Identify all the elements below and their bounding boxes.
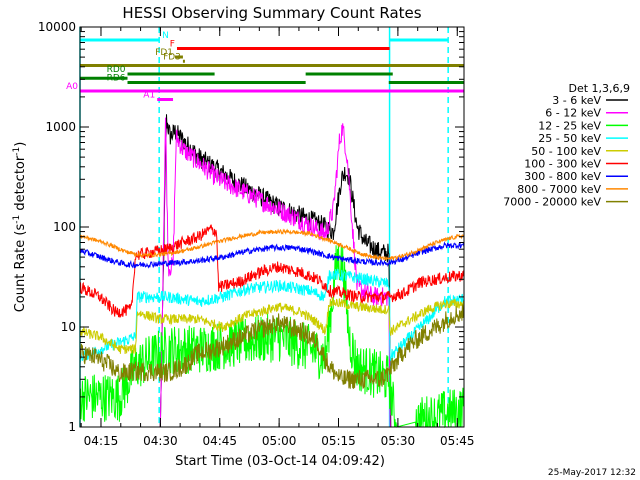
x-axis-ticks: 04:15 04:30 04:45 05:00 05:15 05:30 05:45 [80, 27, 475, 448]
series-line-0 [159, 114, 464, 428]
x-tick-label: 05:15 [321, 434, 356, 448]
x-tick-label: 04:45 [202, 434, 237, 448]
legend-entry-label: 50 - 100 keV [531, 145, 601, 158]
y-tick-label: 1000 [45, 120, 76, 134]
x-tick-label: 04:15 [84, 434, 119, 448]
flag-label: N [162, 31, 169, 41]
flag-label: FD3 [163, 52, 181, 62]
legend-entry-label: 3 - 6 keV [552, 94, 601, 107]
legend-entry-label: 100 - 300 keV [524, 158, 601, 171]
series-line-5 [79, 224, 465, 318]
legend-entry-label: 7000 - 20000 keV [503, 196, 601, 209]
legend-entry-label: 12 - 25 keV [538, 119, 601, 132]
legend-entry-label: 6 - 12 keV [545, 107, 601, 120]
x-tick-label: 05:30 [381, 434, 416, 448]
series-lines [79, 114, 465, 429]
y-axis-ticks: 1 10 100 1000 10000 [38, 20, 464, 434]
x-tick-label: 04:30 [143, 434, 178, 448]
legend-entry-label: 800 - 7000 keV [517, 183, 601, 196]
y-tick-label: 10 [61, 320, 76, 334]
y-axis-label: Count Rate (s-1 detector-1) [12, 142, 28, 313]
series-line-8 [79, 304, 465, 390]
y-tick-label: 10000 [38, 20, 76, 34]
flag-label: F [170, 40, 175, 50]
footer-date: 25-May-2017 12:32 [548, 468, 636, 478]
x-tick-label: 05:00 [262, 434, 297, 448]
y-tick-label: 100 [53, 220, 76, 234]
y-axis-label-sup2: -1 [12, 147, 22, 156]
series-line-6 [79, 241, 465, 269]
flag-label: RD0 [107, 65, 126, 75]
y-axis-label-mid: detector [13, 155, 28, 215]
legend-title: Det 1,3,6,9 [568, 82, 630, 95]
flag-bars: NFFD1FD3RD0RD6A0A1 [66, 27, 464, 427]
series-line-7 [79, 228, 465, 262]
x-tick-label: 05:45 [440, 434, 475, 448]
series-line-4 [79, 296, 465, 355]
flag-label: A0 [66, 82, 78, 92]
chart-title: HESSI Observing Summary Count Rates [122, 4, 421, 22]
y-tick-label: 1 [68, 420, 76, 434]
y-axis-label-sup1: -1 [12, 215, 22, 224]
y-axis-label-end: ) [13, 142, 28, 147]
y-axis-label-main: Count Rate (s [13, 224, 28, 313]
flag-label: FD1 [155, 48, 173, 58]
legend-entry-label: 300 - 800 keV [524, 170, 601, 183]
legend-entry-label: 25 - 50 keV [538, 132, 601, 145]
flag-label: A1 [143, 91, 155, 101]
x-axis-label: Start Time (03-Oct-14 04:09:42) [175, 454, 385, 469]
